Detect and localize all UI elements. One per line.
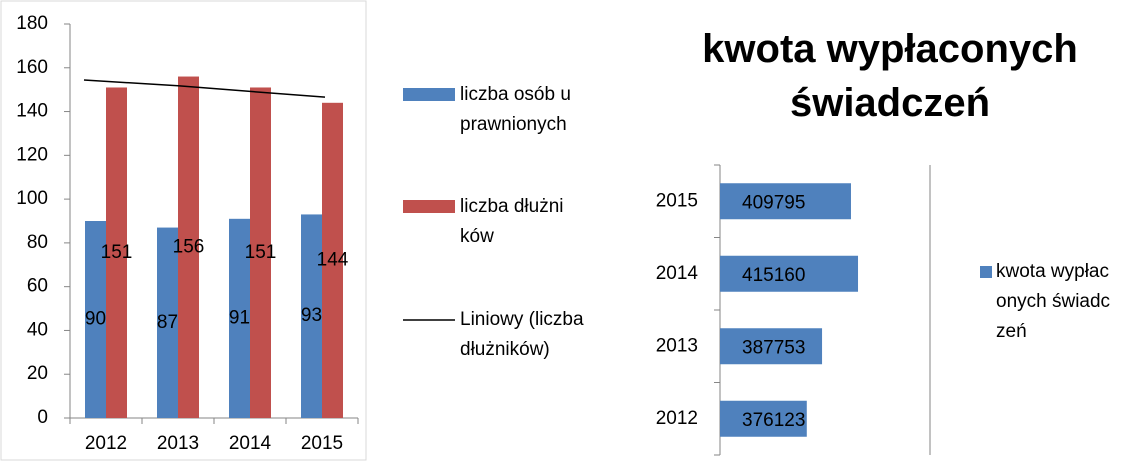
chart-title: kwota wypłaconych świadczeń — [702, 27, 1078, 125]
y-tick-label: 120 — [16, 144, 48, 165]
y-tick-label: 40 — [27, 319, 48, 340]
y-tick-label: 180 — [16, 13, 48, 34]
data-label: 409795 — [742, 192, 805, 213]
y-tick-label: 0 — [37, 407, 48, 428]
y-tick-label: 80 — [27, 232, 48, 253]
legend-label: Liniowy (liczba dłużników) — [460, 309, 584, 360]
data-label: 415160 — [742, 265, 805, 286]
y-tick-label: 2015 — [656, 190, 698, 211]
data-label: 144 — [317, 249, 349, 270]
legend-swatch — [403, 200, 455, 213]
bar — [322, 102, 343, 419]
x-tick-label: 2014 — [229, 433, 272, 454]
x-tick-label: 2012 — [85, 433, 127, 454]
bar — [157, 227, 178, 418]
data-label: 87 — [157, 312, 178, 333]
bar — [720, 255, 859, 292]
y-tick-label: 2013 — [656, 335, 698, 356]
bar — [178, 76, 199, 419]
trend-line — [83, 79, 326, 98]
bar — [720, 183, 851, 220]
data-label: 91 — [229, 307, 250, 328]
y-tick-label: 60 — [27, 276, 48, 297]
x-tick-label: 2015 — [301, 433, 343, 454]
data-label: 90 — [85, 309, 106, 330]
bar — [301, 214, 322, 418]
bar — [106, 87, 127, 418]
x-tick-label: 2013 — [157, 433, 199, 454]
y-tick-label: 100 — [16, 188, 48, 209]
y-tick-label: 2014 — [656, 263, 699, 284]
bar — [720, 328, 823, 365]
bar — [250, 87, 271, 418]
data-label: 151 — [245, 242, 277, 263]
legend-label: kwota wypłaconych świadczeń — [996, 261, 1111, 342]
y-tick-label: 140 — [16, 101, 48, 122]
legend-swatch — [980, 266, 992, 278]
legend-swatch — [403, 88, 455, 101]
y-tick-label: 2012 — [656, 408, 698, 429]
bar — [85, 221, 106, 418]
data-label: 93 — [301, 305, 322, 326]
chart-frame — [0, 0, 367, 461]
data-label: 387753 — [742, 337, 805, 358]
data-label: 156 — [173, 236, 205, 257]
legend-label: liczba dłużników — [460, 196, 564, 247]
bar — [720, 400, 807, 437]
data-label: 376123 — [742, 410, 805, 431]
legend-label: liczba osób uprawnionych — [460, 84, 571, 135]
y-tick-label: 20 — [27, 363, 48, 384]
data-label: 151 — [101, 242, 133, 263]
bar — [229, 218, 250, 418]
y-tick-label: 160 — [16, 57, 48, 78]
